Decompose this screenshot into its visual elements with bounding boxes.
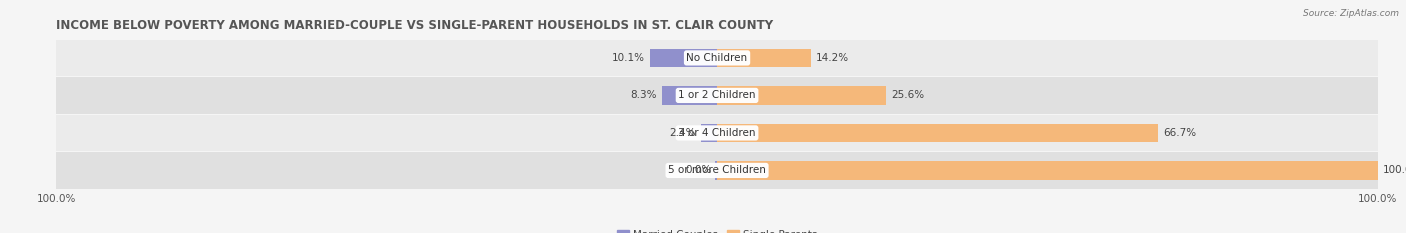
Text: No Children: No Children [686, 53, 748, 63]
Text: 1 or 2 Children: 1 or 2 Children [678, 90, 756, 100]
Text: 66.7%: 66.7% [1163, 128, 1197, 138]
Bar [717, 48, 811, 67]
Text: 3 or 4 Children: 3 or 4 Children [678, 128, 756, 138]
Text: 5 or more Children: 5 or more Children [668, 165, 766, 175]
Text: 25.6%: 25.6% [891, 90, 925, 100]
Text: Source: ZipAtlas.com: Source: ZipAtlas.com [1303, 9, 1399, 18]
Bar [56, 40, 1378, 76]
Bar [717, 123, 1157, 142]
Bar [717, 86, 886, 105]
Bar [662, 86, 717, 105]
Text: 2.4%: 2.4% [669, 128, 696, 138]
Bar [56, 152, 1378, 189]
Bar [56, 77, 1378, 114]
Bar [56, 115, 1378, 151]
Bar [702, 123, 717, 142]
Bar [717, 161, 1378, 180]
Bar [651, 48, 717, 67]
Legend: Married Couples, Single Parents: Married Couples, Single Parents [613, 226, 821, 233]
Text: INCOME BELOW POVERTY AMONG MARRIED-COUPLE VS SINGLE-PARENT HOUSEHOLDS IN ST. CLA: INCOME BELOW POVERTY AMONG MARRIED-COUPL… [56, 19, 773, 32]
Text: 0.0%: 0.0% [686, 165, 711, 175]
Text: 100.0%: 100.0% [1384, 165, 1406, 175]
Text: 14.2%: 14.2% [815, 53, 849, 63]
Text: 8.3%: 8.3% [630, 90, 657, 100]
Text: 10.1%: 10.1% [612, 53, 645, 63]
Bar [716, 161, 717, 180]
